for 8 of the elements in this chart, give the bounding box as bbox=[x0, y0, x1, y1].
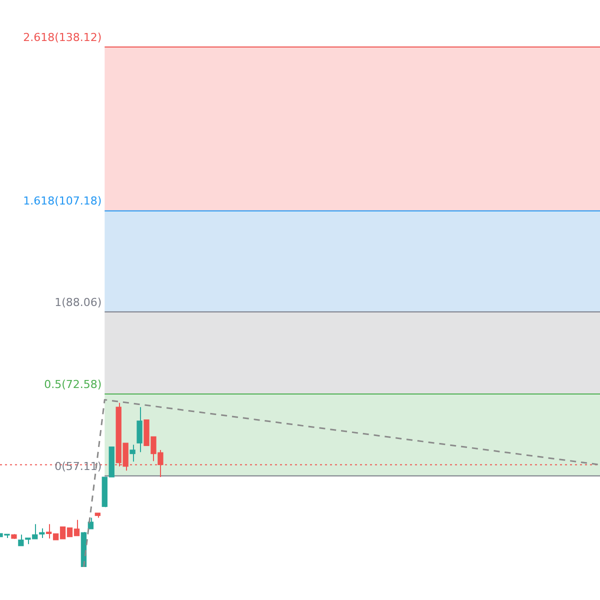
text: 0.5(72.58) bbox=[44, 378, 102, 391]
text: 2.618(138.12) bbox=[23, 30, 102, 44]
candlestick bbox=[136, 406, 142, 453]
candlestick bbox=[130, 444, 136, 462]
candlestick bbox=[39, 528, 45, 538]
annotation: 0(57.11) bbox=[54, 460, 102, 473]
text: 1.618(107.18) bbox=[23, 194, 102, 208]
text: 1(88.06) bbox=[54, 296, 102, 309]
